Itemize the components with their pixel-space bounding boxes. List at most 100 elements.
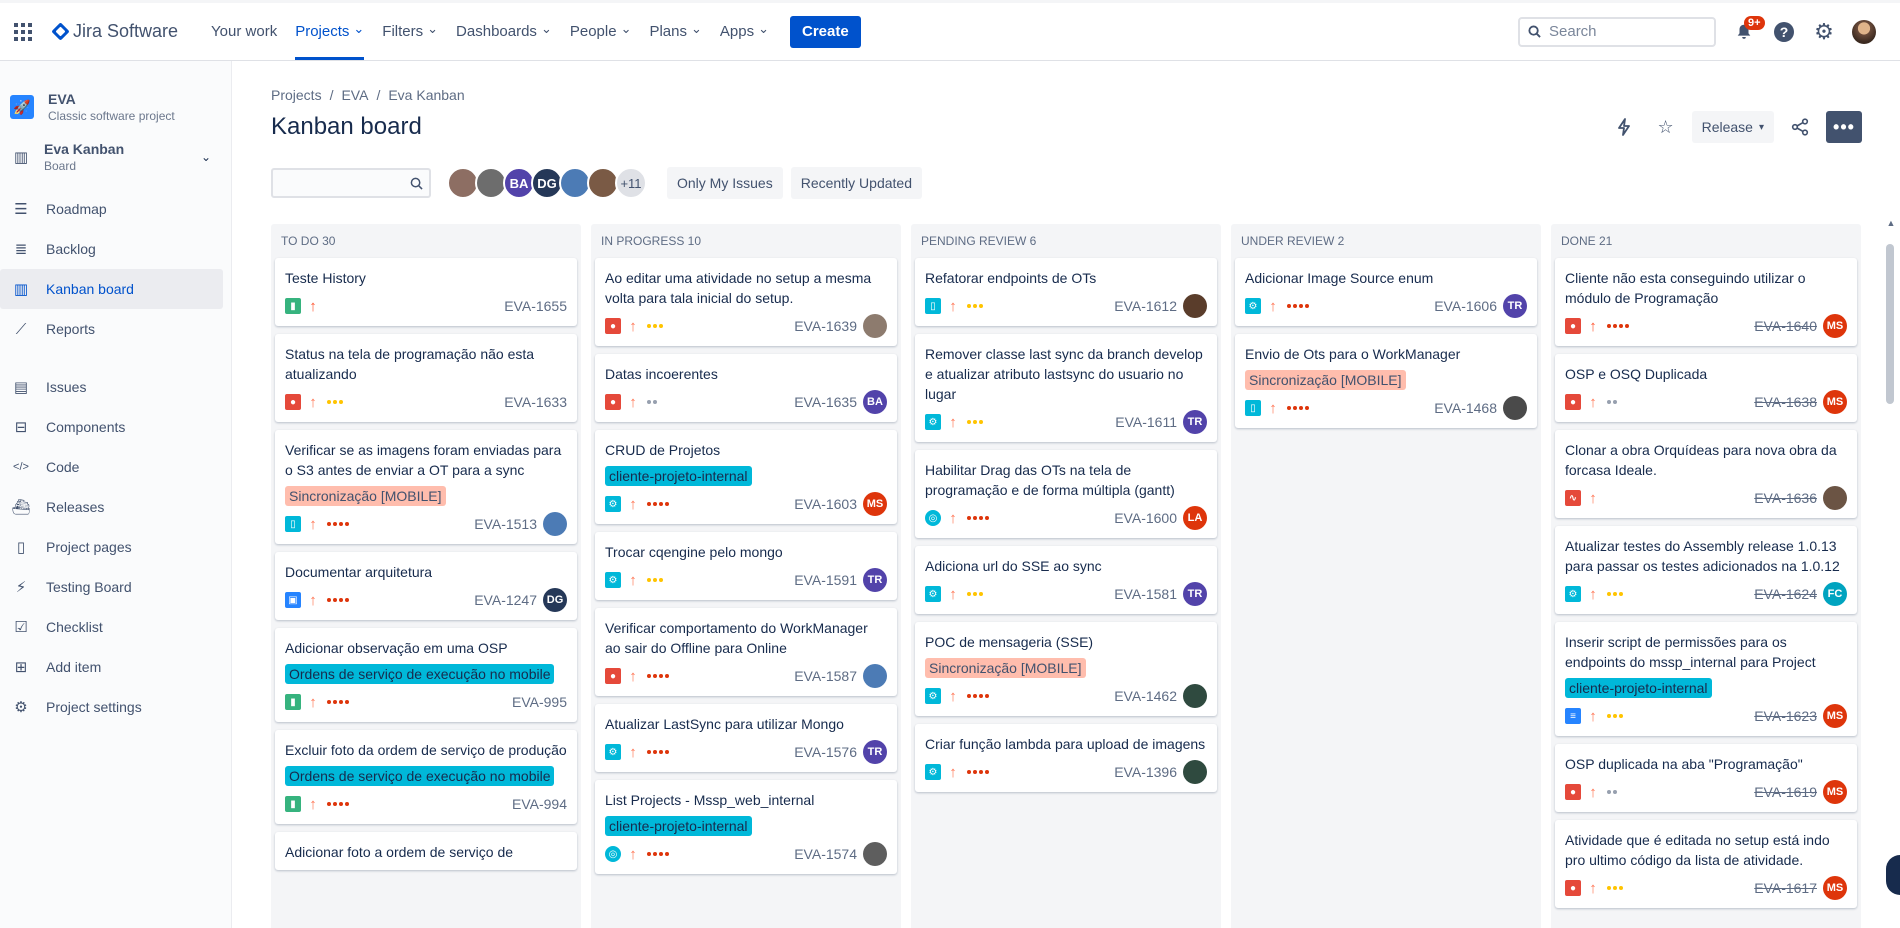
issue-key[interactable]: EVA-1623 (1754, 708, 1817, 724)
assignee-avatar[interactable]: MS (1823, 876, 1847, 900)
issue-card[interactable]: Verificar comportamento do WorkManager a… (595, 608, 897, 696)
breadcrumb-projects[interactable]: Projects (271, 87, 322, 103)
nav-item-projects[interactable]: Projects ⌄ (286, 3, 373, 60)
sidebar-item-releases[interactable]: ⛴ Releases (0, 487, 223, 527)
issue-card[interactable]: POC de mensageria (SSE) Sincronização [MO… (915, 622, 1217, 716)
issue-key[interactable]: EVA-1587 (794, 668, 857, 684)
project-header[interactable]: 🚀 EVA Classic software project (0, 61, 231, 123)
sidebar-item-project-settings[interactable]: ⚙ Project settings (0, 687, 223, 727)
release-button[interactable]: Release ▾ (1691, 111, 1774, 143)
assignee-avatar[interactable] (863, 314, 887, 338)
help-button[interactable]: ? (1764, 12, 1804, 52)
assignee-avatar[interactable]: BA (863, 390, 887, 414)
assignee-avatar[interactable] (1183, 294, 1207, 318)
sidebar-item-roadmap[interactable]: ☰ Roadmap (0, 189, 223, 229)
issue-key[interactable]: EVA-1603 (794, 496, 857, 512)
issue-key[interactable]: EVA-995 (512, 694, 567, 710)
search-input[interactable]: Search (1518, 16, 1716, 47)
floating-help-button[interactable] (1886, 855, 1900, 895)
assignee-avatar[interactable]: TR (1503, 294, 1527, 318)
issue-card[interactable]: Datas incoerentes ● ↑ EVA-1635 BA (595, 354, 897, 422)
sidebar-item-components[interactable]: ⊟ Components (0, 407, 223, 447)
issue-card[interactable]: Criar função lambda para upload de image… (915, 724, 1217, 792)
issue-card[interactable]: Adicionar foto a ordem de serviço de (275, 832, 577, 870)
assignee-avatar[interactable] (1503, 396, 1527, 420)
issue-card[interactable]: Ao editar uma atividade no setup a mesma… (595, 258, 897, 346)
issue-key[interactable]: EVA-1655 (504, 298, 567, 314)
sidebar-item-checklist[interactable]: ☑ Checklist (0, 607, 223, 647)
assignee-avatar[interactable]: MS (863, 492, 887, 516)
assignee-avatar[interactable]: MS (1823, 314, 1847, 338)
sidebar-item-add-item[interactable]: ⊞ Add item (0, 647, 223, 687)
issue-card[interactable]: Cliente não esta conseguindo utilizar o … (1555, 258, 1857, 346)
issue-card[interactable]: OSP e OSQ Duplicada ● ↑ EVA-1638 MS (1555, 354, 1857, 422)
issue-card[interactable]: CRUD de Projetos cliente-projeto-internal… (595, 430, 897, 524)
nav-item-people[interactable]: People ⌄ (561, 3, 641, 60)
nav-item-filters[interactable]: Filters ⌄ (373, 3, 447, 60)
issue-key[interactable]: EVA-1612 (1114, 298, 1177, 314)
only-my-issues-button[interactable]: Only My Issues (667, 167, 783, 199)
issue-key[interactable]: EVA-1639 (794, 318, 857, 334)
issue-card[interactable]: Atualizar LastSync para utilizar Mongo ⚙ ↑… (595, 704, 897, 772)
issue-card[interactable]: Teste History ▮ ↑ EVA-1655 (275, 258, 577, 326)
issue-key[interactable]: EVA-1396 (1114, 764, 1177, 780)
issue-key[interactable]: EVA-1611 (1115, 414, 1177, 430)
board-search-input[interactable] (271, 168, 431, 198)
issue-card[interactable]: OSP duplicada na aba "Programação" ● ↑ EVA-… (1555, 744, 1857, 812)
issue-card[interactable]: Refatorar endpoints de OTs ▯ ↑ EVA-1612 (915, 258, 1217, 326)
nav-item-dashboards[interactable]: Dashboards ⌄ (447, 3, 561, 60)
notifications-button[interactable]: 9+ (1724, 12, 1765, 52)
scroll-up-icon[interactable]: ▲ (1886, 218, 1896, 228)
nav-item-your-work[interactable]: Your work (202, 3, 286, 60)
issue-card[interactable]: Remover classe last sync da branch devel… (915, 334, 1217, 442)
issue-card[interactable]: Adicionar observação em uma OSP Ordens de… (275, 628, 577, 722)
assignee-avatar[interactable] (863, 842, 887, 866)
issue-key[interactable]: EVA-1581 (1114, 586, 1177, 602)
issue-key[interactable]: EVA-1468 (1434, 400, 1497, 416)
issue-key[interactable]: EVA-1606 (1434, 298, 1497, 314)
issue-card[interactable]: Trocar cqengine pelo mongo ⚙ ↑ EVA-1591 TR (595, 532, 897, 600)
scrollbar-thumb[interactable] (1886, 244, 1894, 404)
assignee-avatar[interactable]: MS (1823, 780, 1847, 804)
assignee-avatar[interactable]: TR (863, 740, 887, 764)
issue-key[interactable]: EVA-1591 (794, 572, 857, 588)
issue-card[interactable]: Excluir foto da ordem de serviço de prod… (275, 730, 577, 824)
issue-card[interactable]: List Projects - Mssp_web_internal cliente… (595, 780, 897, 874)
breadcrumb-eva[interactable]: EVA (341, 87, 369, 103)
issue-key[interactable]: EVA-1640 (1754, 318, 1817, 334)
sidebar-item-backlog[interactable]: ≣ Backlog (0, 229, 223, 269)
sidebar-item-code[interactable]: </> Code (0, 447, 223, 487)
jira-logo[interactable]: Jira Software (51, 21, 178, 42)
issue-key[interactable]: EVA-1576 (794, 744, 857, 760)
avatar[interactable] (559, 167, 591, 199)
issue-key[interactable]: EVA-1617 (1754, 880, 1817, 896)
create-button[interactable]: Create (790, 15, 861, 48)
assignee-avatar[interactable]: TR (1183, 410, 1207, 434)
share-icon[interactable] (1784, 111, 1816, 143)
avatar[interactable]: DG (531, 167, 563, 199)
issue-key[interactable]: EVA-1636 (1754, 490, 1817, 506)
issue-card[interactable]: Envio de Ots para o WorkManager Sincroniz… (1235, 334, 1537, 428)
assignee-avatar[interactable] (1823, 486, 1847, 510)
sidebar-item-project-pages[interactable]: ▯ Project pages (0, 527, 223, 567)
settings-button[interactable]: ⚙ (1804, 12, 1844, 52)
avatar[interactable] (475, 167, 507, 199)
page-scrollbar[interactable]: ▲ (1886, 218, 1896, 928)
issue-key[interactable]: EVA-1624 (1754, 586, 1817, 602)
app-switcher-icon[interactable] (14, 22, 32, 41)
sidebar-item-kanban-board[interactable]: ▥ Kanban board (0, 269, 223, 309)
star-icon[interactable]: ☆ (1657, 116, 1674, 137)
breadcrumb-eva-kanban[interactable]: Eva Kanban (388, 87, 465, 103)
issue-key[interactable]: EVA-1462 (1114, 688, 1177, 704)
lightning-icon[interactable] (1608, 111, 1640, 143)
more-users-avatar[interactable]: +11 (615, 167, 647, 199)
assignee-avatar[interactable]: LA (1183, 506, 1207, 530)
recently-updated-button[interactable]: Recently Updated (790, 167, 922, 199)
assignee-avatar[interactable]: MS (1823, 390, 1847, 414)
issue-card[interactable]: Habilitar Drag das OTs na tela de progra… (915, 450, 1217, 538)
issue-card[interactable]: Inserir script de permissões para os end… (1555, 622, 1857, 736)
assignee-avatar[interactable] (1183, 684, 1207, 708)
issue-key[interactable]: EVA-1638 (1754, 394, 1817, 410)
issue-key[interactable]: EVA-1247 (474, 592, 537, 608)
sidebar-item-reports[interactable]: ⟋ Reports (0, 309, 223, 349)
